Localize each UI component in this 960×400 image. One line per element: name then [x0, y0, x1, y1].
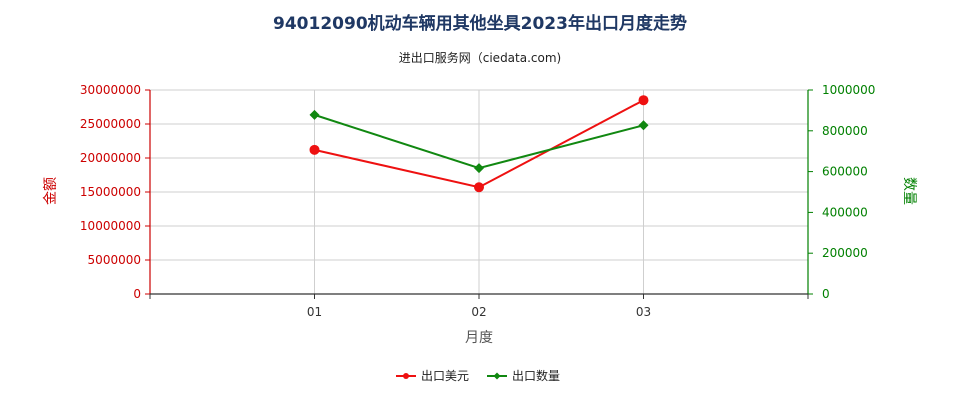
series-point-1	[474, 182, 484, 193]
y-left-axis-label: 金额	[43, 177, 59, 205]
series-point-2	[474, 163, 484, 174]
y-right-tick-label: 800000	[822, 124, 868, 138]
y-left-tick-label: 5000000	[88, 253, 141, 267]
legend-label: 出口美元	[421, 369, 469, 383]
x-tick-label: 03	[636, 305, 651, 319]
y-right-tick-label: 1000000	[822, 83, 875, 97]
legend-swatch-marker	[403, 373, 409, 379]
y-right-axis-label: 数量	[901, 177, 917, 205]
series-point-1	[309, 144, 320, 155]
series-point-1	[638, 95, 649, 106]
series-layer	[309, 95, 649, 193]
y-right-tick-label: 400000	[822, 205, 868, 219]
x-tick-label: 01	[307, 305, 322, 319]
legend-label: 出口数量	[512, 368, 560, 383]
y-left-tick-label: 10000000	[80, 219, 141, 233]
legend: 出口美元 出口数量	[396, 368, 560, 383]
axes	[145, 89, 813, 299]
series-point-2	[309, 109, 320, 120]
y-left-tick-label: 15000000	[80, 185, 141, 199]
y-left-tick-label: 25000000	[80, 117, 141, 131]
y-right-tick-label: 0	[822, 287, 830, 301]
chart-title: 94012090机动车辆用其他坐具2023年出口月度走势	[273, 13, 687, 34]
x-tick-label: 02	[471, 305, 486, 319]
chart-subtitle: 进出口服务网（ciedata.com)	[399, 50, 561, 65]
y-right-tick-label: 200000	[822, 246, 868, 260]
series-point-2	[638, 120, 649, 131]
tick-labels: 0500000010000000150000002000000025000000…	[80, 83, 876, 319]
y-left-tick-label: 20000000	[80, 151, 141, 165]
y-left-tick-label: 0	[133, 287, 141, 301]
x-axis-label: 月度	[465, 330, 493, 346]
y-left-tick-label: 30000000	[80, 83, 141, 97]
legend-swatch-marker	[493, 372, 501, 380]
y-right-tick-label: 600000	[822, 165, 868, 179]
